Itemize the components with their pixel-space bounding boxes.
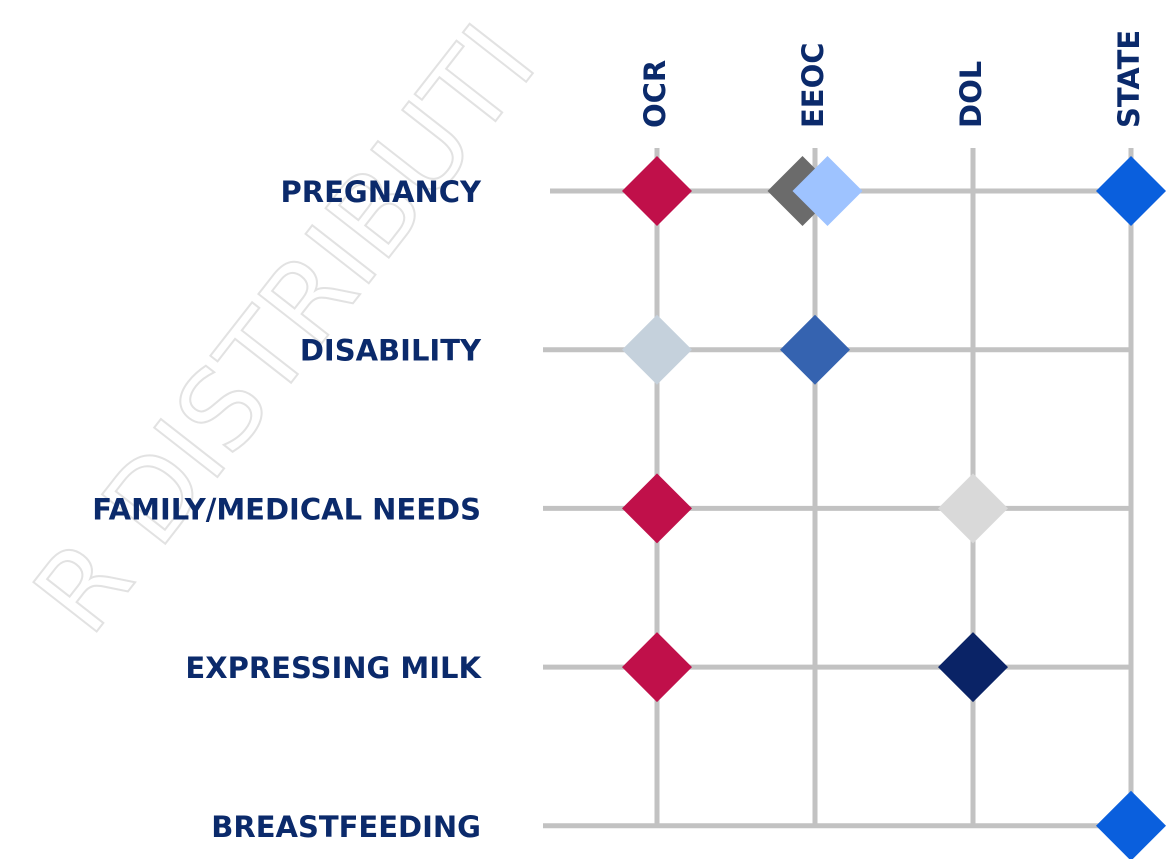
- diamond: [1096, 156, 1166, 226]
- column-label: DOL: [954, 61, 988, 128]
- diamond: [622, 156, 692, 226]
- diamond: [622, 314, 692, 385]
- diamond: [938, 632, 1008, 703]
- diamond: [1096, 790, 1166, 859]
- row-label: PREGNANCY: [281, 175, 482, 209]
- row-label: EXPRESSING MILK: [185, 651, 482, 685]
- column-label: EEOC: [796, 42, 830, 128]
- diamond: [938, 473, 1008, 544]
- diamond: [780, 314, 850, 385]
- row-label: DISABILITY: [300, 334, 482, 368]
- diamond: [622, 473, 692, 544]
- row-label: BREASTFEEDING: [211, 810, 481, 844]
- diamond: [792, 156, 863, 226]
- column-label: STATE: [1112, 30, 1146, 128]
- column-label: OCR: [638, 60, 672, 128]
- watermark: R DISTRIBUTI: [10, 2, 560, 656]
- row-label: FAMILY/MEDICAL NEEDS: [92, 492, 481, 526]
- diamond: [622, 632, 692, 703]
